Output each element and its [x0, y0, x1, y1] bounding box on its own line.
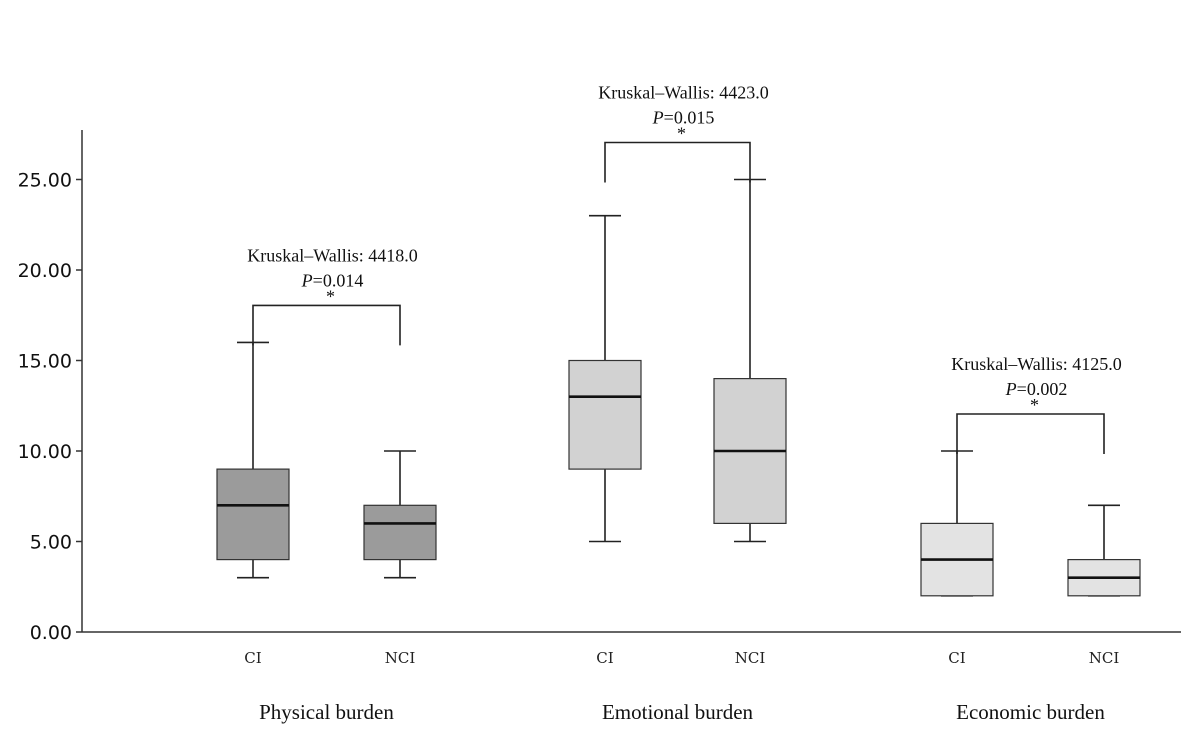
significance-bracket [604, 141, 751, 183]
kruskal-wallis-stat: Kruskal–Wallis: 4125.0 [951, 354, 1122, 374]
kruskal-wallis-stat: Kruskal–Wallis: 4423.0 [598, 83, 769, 103]
y-tick-label: 15.00 [18, 351, 72, 373]
p-value: P=0.015 [652, 108, 715, 128]
category-label: CI [244, 649, 261, 667]
p-value-number: =0.015 [664, 108, 715, 128]
box-ci [216, 468, 290, 561]
category-label: NCI [385, 649, 416, 667]
category-label: CI [948, 649, 965, 667]
group-label: Economic burden [956, 700, 1105, 724]
y-tick-label: 0.00 [30, 622, 72, 644]
p-value-number: =0.014 [313, 270, 364, 290]
y-tick-label: 20.00 [18, 260, 72, 282]
kruskal-wallis-stat: Kruskal–Wallis: 4418.0 [247, 245, 418, 265]
y-tick-label: 5.00 [30, 532, 72, 554]
p-label: P [1005, 379, 1017, 399]
box-ci [568, 359, 642, 470]
significance-bracket [252, 304, 401, 346]
significance-star: * [1030, 395, 1039, 415]
p-value-number: =0.002 [1017, 379, 1068, 399]
category-label: NCI [1089, 649, 1120, 667]
p-value: P=0.014 [301, 270, 364, 290]
box-nci [363, 504, 437, 561]
significance-star: * [326, 286, 335, 306]
group-label: Physical burden [259, 700, 394, 724]
y-tick-label: 10.00 [18, 441, 72, 463]
p-label: P [301, 270, 313, 290]
category-label: CI [596, 649, 613, 667]
significance-bracket [956, 413, 1105, 454]
significance-star: * [677, 124, 686, 144]
category-label: NCI [735, 649, 766, 667]
p-label: P [652, 108, 664, 128]
group-label: Emotional burden [602, 700, 754, 724]
y-tick-label: 25.00 [18, 170, 72, 192]
p-value: P=0.002 [1005, 379, 1068, 399]
